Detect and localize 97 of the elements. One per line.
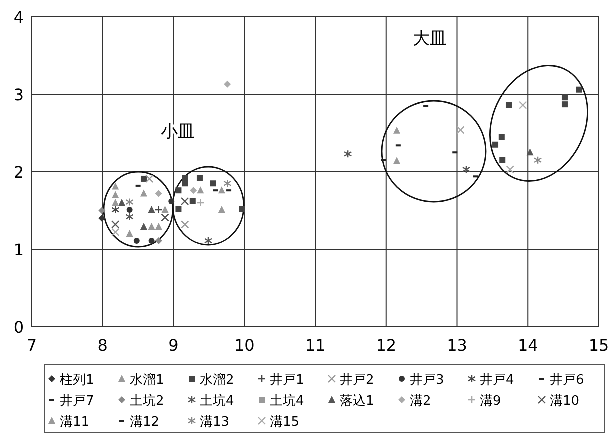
legend-label: 水溜2: [200, 373, 234, 388]
y-tick-label: 4: [14, 8, 24, 27]
y-tick-label: 0: [14, 318, 24, 337]
point: [140, 176, 147, 182]
point: [196, 175, 203, 182]
point: [161, 214, 170, 222]
point: [224, 80, 232, 88]
point: [155, 223, 162, 230]
y-tick-label: 1: [14, 240, 24, 260]
legend-label: 柱列1: [60, 373, 94, 388]
y-tick-label: 3: [14, 86, 24, 104]
legend-label: 土坑4: [200, 394, 234, 409]
point: [148, 206, 156, 213]
point: [240, 206, 246, 212]
point: [562, 94, 568, 101]
legend-label: 井戸2: [340, 373, 374, 388]
point: [134, 238, 140, 244]
point: [176, 206, 182, 212]
y-tick-label: 2: [14, 163, 24, 182]
legend-label: 溝10: [550, 394, 580, 409]
point: [140, 190, 148, 197]
legend-label: 井戸1: [270, 373, 304, 388]
x-tick-label: 10: [234, 336, 255, 355]
annotation: 大皿: [413, 29, 447, 49]
point: [506, 102, 512, 108]
legend-label: 井戸7: [60, 394, 94, 409]
x-tick-label: 14: [518, 336, 538, 355]
point: [218, 206, 226, 213]
point: [462, 166, 471, 174]
x-tick-label: 8: [98, 336, 108, 355]
legend-label: 溝15: [270, 415, 300, 430]
legend-label: 井戸6: [550, 373, 584, 388]
legend-label: 土坑2: [130, 394, 164, 409]
point: [190, 187, 198, 194]
point: [148, 238, 155, 244]
point: [112, 220, 120, 229]
point: [98, 215, 106, 222]
point: [180, 220, 190, 229]
point: [154, 206, 164, 214]
legend-label: 井戸3: [410, 373, 444, 388]
point: [196, 198, 205, 208]
point: [180, 197, 190, 206]
point: [344, 150, 352, 158]
legend-label: 溝11: [60, 415, 90, 430]
point: [562, 102, 568, 108]
point: [394, 157, 401, 164]
point: [210, 180, 216, 187]
point: [204, 236, 213, 246]
point: [394, 126, 401, 134]
point: [126, 206, 133, 213]
point: [500, 157, 506, 164]
legend-label: 溝9: [480, 394, 502, 409]
point: [576, 86, 582, 93]
point: [176, 188, 182, 194]
x-tick-label: 12: [376, 336, 397, 355]
point: [146, 174, 154, 184]
legend-label: 溝2: [410, 394, 432, 409]
point: [519, 101, 528, 110]
point: [112, 228, 120, 237]
point: [190, 198, 196, 204]
legend-label: 井戸4: [480, 373, 514, 388]
point: [148, 223, 156, 230]
point: [224, 180, 232, 188]
point: [112, 191, 120, 198]
point: [456, 126, 465, 134]
point: [498, 134, 505, 140]
point: [168, 198, 175, 204]
x-tick-label: 7: [26, 336, 38, 355]
legend-label: 溝13: [200, 415, 230, 430]
point: [112, 199, 120, 206]
point: [140, 223, 148, 230]
point: [112, 182, 120, 190]
point: [98, 207, 106, 214]
point: [182, 180, 188, 187]
point: [126, 198, 134, 206]
x-tick-label: 13: [447, 336, 468, 355]
point: [126, 230, 134, 237]
point: [534, 156, 542, 164]
point: [218, 186, 226, 194]
point: [112, 206, 120, 214]
point: [126, 212, 134, 222]
x-tick-label: 15: [588, 336, 610, 355]
point: [118, 199, 126, 206]
point: [526, 148, 534, 156]
point: [182, 175, 188, 182]
x-tick-label: 11: [305, 336, 326, 355]
point: [162, 206, 169, 213]
legend-label: 土坑4: [270, 394, 304, 409]
legend-label: 水溜1: [130, 373, 164, 388]
point: [506, 166, 515, 174]
point: [492, 142, 499, 148]
point: [155, 190, 162, 198]
x-tick-label: 9: [168, 336, 179, 355]
legend-label: 溝12: [130, 415, 160, 430]
point: [155, 237, 162, 244]
legend-label: 落込1: [340, 394, 374, 409]
point: [197, 186, 204, 194]
